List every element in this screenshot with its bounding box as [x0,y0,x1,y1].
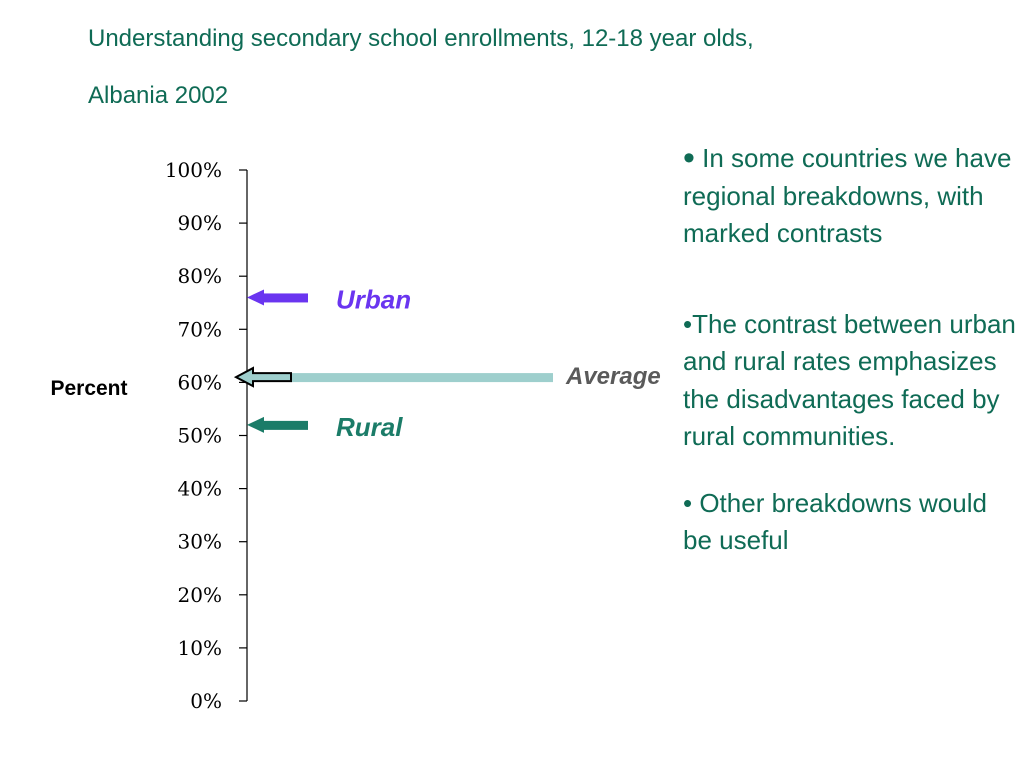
y-tick-label: 60% [178,370,222,394]
rural-marker-arrowhead [247,416,264,433]
urban-marker-bar [262,293,308,303]
bullet-dot: • [683,139,695,177]
y-tick-label: 0% [190,689,222,713]
marker-group: Urban Average Rural [233,284,661,442]
y-axis-label: Percent [50,377,127,400]
chart-title-line-1: Understanding secondary school enrollmen… [88,25,754,52]
bullet-item: • Other breakdowns would be useful [683,485,1018,560]
bullet-text: • Other breakdowns would be useful [683,487,987,556]
average-marker-bar [290,373,553,383]
bullet-list: • In some countries we have regional bre… [683,139,1018,589]
chart-title-line-2: Albania 2002 [88,82,229,109]
bullet-text: •The contrast between urban and rural ra… [683,308,1016,452]
y-tick-label: 30% [178,530,222,554]
bullet-item: •The contrast between urban and rural ra… [683,306,1018,456]
urban-marker-label: Urban [336,284,411,314]
average-marker-label: Average [565,363,661,390]
y-tick-label: 70% [178,317,222,341]
y-tick-label: 90% [178,211,222,235]
y-tick-label: 100% [165,158,222,182]
urban-marker-arrowhead [247,289,264,306]
rural-marker-bar [262,420,308,430]
average-marker-arrowhead [233,366,292,388]
y-tick-label: 40% [178,477,222,501]
y-tick-label: 50% [178,424,222,448]
y-tick-label: 80% [178,264,222,288]
y-tick-label: 10% [178,636,222,660]
y-tick-label: 20% [178,583,222,607]
rural-marker-label: Rural [336,412,403,442]
bullet-text: In some countries we have regional break… [683,143,1012,248]
bullet-item: • In some countries we have regional bre… [683,139,1018,253]
y-axis-ticks: 0% 10% 20% 30% 40% 50% 60% 70% 80% 90% 100% [165,158,247,713]
